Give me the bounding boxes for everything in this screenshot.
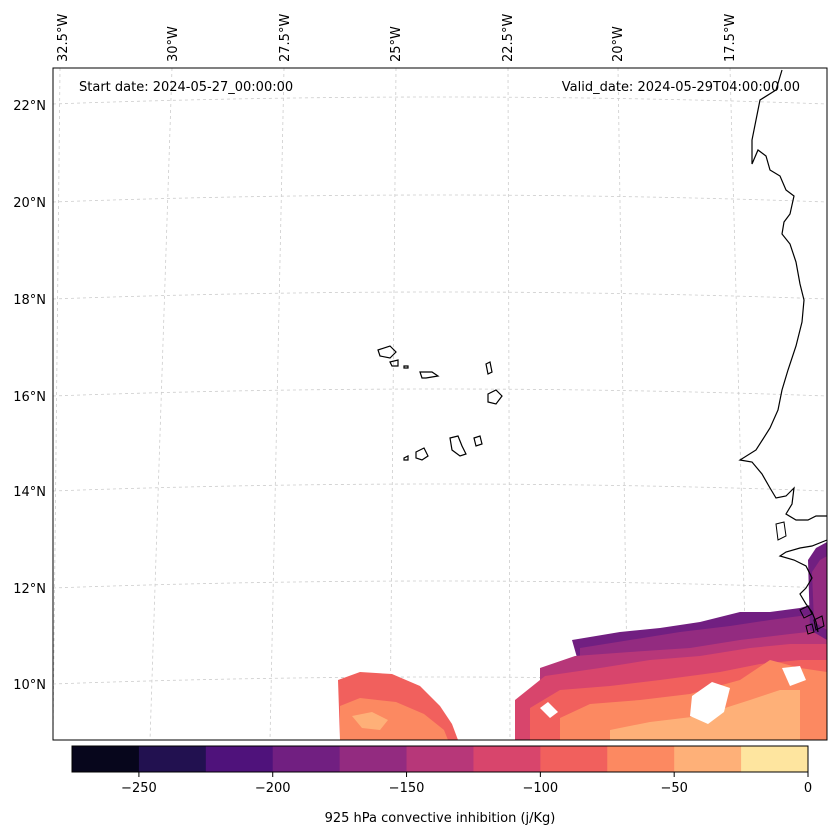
- longitude-labels: 32.5°W 30°W 27.5°W 25°W 22.5°W 20°W 17.5…: [56, 14, 738, 62]
- colorbar-tick-label: 0: [804, 781, 812, 796]
- colorbar-swatch: [741, 746, 809, 772]
- colorbar-tick-label: −200: [255, 781, 291, 796]
- meridian-32-5w: [53, 68, 61, 740]
- meridian-27-5w: [269, 68, 285, 740]
- island-brava: [403, 455, 409, 461]
- parallel-20n: [53, 194, 827, 203]
- coastal-islands: [775, 521, 825, 635]
- map-frame: [52, 67, 828, 741]
- island-sal: [485, 361, 493, 375]
- island-sao-nicolau: [419, 371, 440, 379]
- guinea-bissau-coastline: [778, 539, 827, 633]
- contour-east-neg150: [812, 556, 827, 630]
- colorbar-tick-label: −50: [660, 781, 687, 796]
- colorbar-tick-label: −100: [523, 781, 559, 796]
- colorbar-tick-label: −250: [121, 781, 157, 796]
- meridian-30w: [149, 68, 173, 740]
- colorbar-label: 925 hPa convective inhibition (j/Kg): [325, 811, 556, 826]
- cin-contours: [338, 542, 827, 740]
- west-africa-coastline: [738, 69, 827, 521]
- valid-date-label: Valid_date: 2024-05-29T04:00:00.00: [562, 80, 800, 95]
- island-boa-vista: [487, 389, 503, 405]
- parallel-12n: [53, 580, 827, 589]
- colorbar: −250 −200 −150 −100 −50 0 925 hPa convective …: [71, 745, 812, 826]
- island-maio: [473, 435, 483, 447]
- colorbar-tick-label: −150: [389, 781, 425, 796]
- colorbar-ticks: −250 −200 −150 −100 −50 0: [121, 772, 812, 796]
- start-date-label: Start date: 2024-05-27_00:00:00: [79, 80, 293, 95]
- colorbar-swatch: [540, 746, 608, 772]
- latitude-labels: 22°N 20°N 18°N 16°N 14°N 12°N 10°N: [13, 99, 46, 693]
- contour-west-neg25: [352, 712, 388, 730]
- island-fogo: [415, 447, 429, 461]
- colorbar-swatch: [138, 746, 207, 772]
- parallel-16n: [53, 388, 827, 397]
- colorbar-swatches: [72, 746, 809, 772]
- lon-label: 20°W: [611, 26, 626, 62]
- parallel-10n: [53, 676, 827, 685]
- lon-label: 22.5°W: [501, 14, 516, 62]
- meridian-25w: [389, 68, 397, 740]
- contour-hole-2: [782, 666, 806, 686]
- lat-label: 18°N: [13, 293, 46, 308]
- island-sao-vicente: [389, 359, 399, 367]
- parallel-18n: [53, 291, 827, 300]
- lat-label: 12°N: [13, 582, 46, 597]
- island-santiago: [449, 435, 467, 457]
- meridian-20w: [617, 68, 629, 740]
- lat-label: 16°N: [13, 390, 46, 405]
- island-santo-antao: [377, 345, 397, 359]
- colorbar-swatch: [607, 746, 675, 772]
- colorbar-swatch: [272, 746, 341, 772]
- meridian-22-5w: [507, 68, 511, 740]
- colorbar-swatch: [72, 746, 140, 772]
- lon-label: 17.5°W: [723, 14, 738, 62]
- lat-label: 20°N: [13, 196, 46, 211]
- contour-west-neg50: [340, 698, 448, 740]
- graticule: [53, 68, 827, 740]
- colorbar-swatch: [674, 746, 742, 772]
- contour-hole-3: [540, 702, 558, 718]
- parallel-22n: [53, 96, 827, 105]
- island-santa-luzia: [403, 365, 409, 369]
- colorbar-swatch: [205, 746, 274, 772]
- lon-label: 27.5°W: [278, 14, 293, 62]
- lat-label: 22°N: [13, 99, 46, 114]
- lat-label: 14°N: [13, 485, 46, 500]
- contour-hole-1: [690, 682, 730, 724]
- colorbar-frame: [71, 745, 809, 773]
- parallel-14n: [53, 483, 827, 492]
- lat-label: 10°N: [13, 678, 46, 693]
- cape-verde-islands: [377, 345, 503, 461]
- lon-label: 30°W: [166, 26, 181, 62]
- lon-label: 25°W: [389, 26, 404, 62]
- colorbar-swatch: [339, 746, 408, 772]
- lon-label: 32.5°W: [56, 14, 71, 62]
- colorbar-swatch: [406, 746, 474, 772]
- colorbar-swatch: [473, 746, 541, 772]
